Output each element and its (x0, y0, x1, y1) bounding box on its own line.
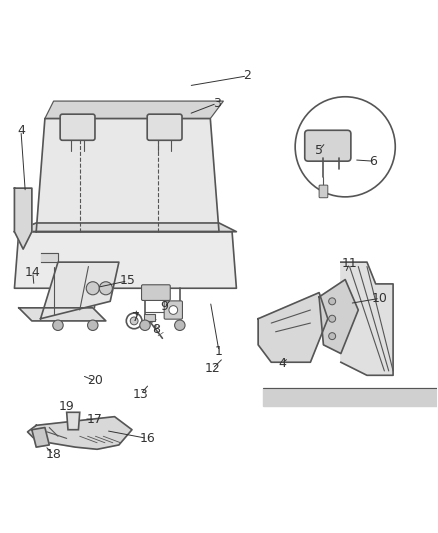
Text: 14: 14 (25, 265, 41, 279)
Text: 13: 13 (133, 387, 148, 400)
Polygon shape (41, 254, 58, 262)
Text: 8: 8 (152, 323, 160, 336)
Polygon shape (14, 232, 237, 288)
Circle shape (126, 313, 142, 329)
Text: 6: 6 (370, 155, 378, 168)
Polygon shape (45, 101, 223, 118)
Text: 9: 9 (161, 301, 169, 313)
Polygon shape (14, 188, 32, 249)
Circle shape (130, 317, 138, 325)
Text: 4: 4 (278, 357, 286, 369)
Text: 19: 19 (59, 400, 74, 413)
Polygon shape (36, 118, 219, 232)
Text: 7: 7 (132, 311, 140, 325)
Circle shape (140, 320, 150, 330)
Text: 12: 12 (205, 362, 220, 375)
Circle shape (328, 298, 336, 305)
Circle shape (99, 282, 113, 295)
FancyBboxPatch shape (60, 114, 95, 140)
FancyBboxPatch shape (319, 185, 328, 198)
Polygon shape (319, 279, 358, 353)
Circle shape (88, 320, 98, 330)
Polygon shape (144, 314, 155, 321)
Circle shape (328, 315, 336, 322)
FancyBboxPatch shape (164, 301, 183, 319)
Circle shape (328, 333, 336, 340)
FancyBboxPatch shape (147, 114, 182, 140)
Polygon shape (258, 293, 328, 362)
Circle shape (175, 320, 185, 330)
Text: 3: 3 (213, 97, 221, 110)
Circle shape (295, 97, 395, 197)
Text: 4: 4 (17, 124, 25, 137)
Polygon shape (41, 262, 119, 319)
Polygon shape (19, 308, 106, 321)
Text: 18: 18 (46, 448, 62, 461)
Polygon shape (32, 427, 49, 447)
Polygon shape (262, 389, 437, 406)
Circle shape (53, 320, 63, 330)
Polygon shape (14, 223, 237, 232)
Text: 15: 15 (120, 274, 135, 287)
Text: 11: 11 (342, 257, 357, 270)
FancyBboxPatch shape (305, 130, 351, 161)
Text: 16: 16 (139, 432, 155, 445)
Polygon shape (341, 262, 393, 375)
Text: 5: 5 (315, 144, 323, 157)
Text: 20: 20 (87, 375, 103, 387)
Circle shape (86, 282, 99, 295)
Text: 10: 10 (372, 292, 388, 305)
Polygon shape (28, 417, 132, 449)
Polygon shape (67, 413, 80, 430)
Text: 17: 17 (87, 413, 103, 426)
Circle shape (169, 305, 178, 314)
Text: 1: 1 (215, 345, 223, 358)
FancyBboxPatch shape (141, 285, 170, 301)
Text: 2: 2 (244, 69, 251, 83)
